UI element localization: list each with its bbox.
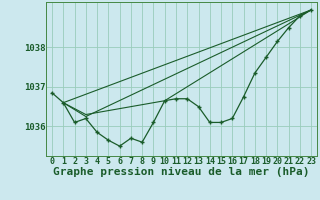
- X-axis label: Graphe pression niveau de la mer (hPa): Graphe pression niveau de la mer (hPa): [53, 167, 310, 177]
